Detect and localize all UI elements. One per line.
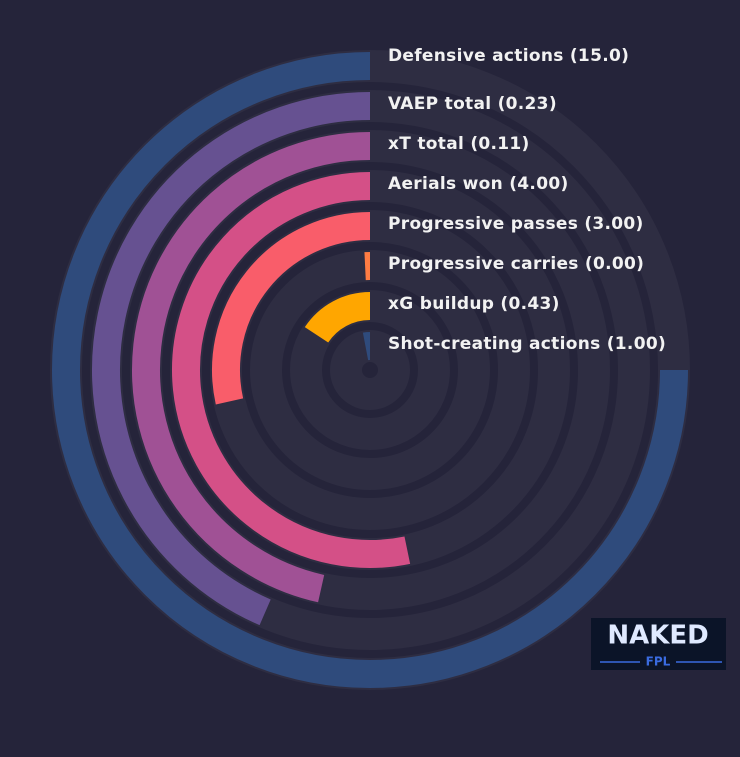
bar <box>132 132 371 603</box>
bar <box>304 292 371 344</box>
bar-label: Progressive carries (0.00) <box>388 254 644 274</box>
bar <box>92 92 371 626</box>
bar <box>212 212 371 405</box>
bar-label: Shot-creating actions (1.00) <box>388 334 666 354</box>
bar-label: xT total (0.11) <box>388 134 530 154</box>
bar <box>172 172 411 568</box>
bar-label: Defensive actions (15.0) <box>388 46 629 66</box>
bar-label: Aerials won (4.00) <box>388 174 569 194</box>
bar-label: VAEP total (0.23) <box>388 94 557 114</box>
bar-label: Progressive passes (3.00) <box>388 214 644 234</box>
logo: NAKED FPL <box>591 618 726 670</box>
bar-label: xG buildup (0.43) <box>388 294 560 314</box>
logo-subtitle: FPL <box>646 655 671 669</box>
logo-title: NAKED <box>607 621 708 651</box>
bar <box>52 52 688 688</box>
